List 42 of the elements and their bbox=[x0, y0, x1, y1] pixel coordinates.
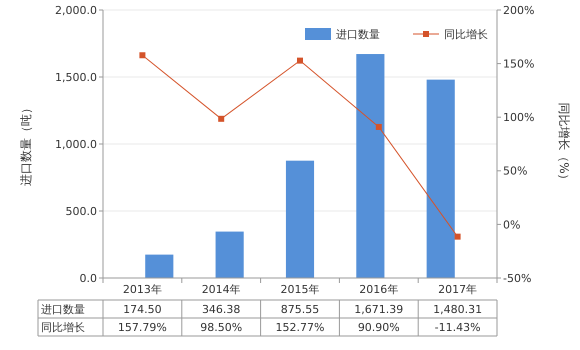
y-tick-label: 500.0 bbox=[66, 204, 97, 218]
data-label: 1,671.39 bbox=[354, 302, 404, 316]
y-tick-label: 0.0 bbox=[80, 272, 97, 285]
bar bbox=[216, 232, 244, 278]
data-label: 174.50 bbox=[123, 302, 162, 316]
x-tick-label: 2014年 bbox=[202, 283, 241, 296]
y2-tick-label: 0% bbox=[503, 218, 520, 232]
legend-label: 同比增长 bbox=[444, 28, 488, 41]
point bbox=[139, 52, 146, 58]
x-tick-label: 2017年 bbox=[438, 283, 478, 296]
point bbox=[218, 116, 224, 122]
y-tick-label: 1,000.0 bbox=[55, 138, 97, 151]
data-label: 346.38 bbox=[202, 302, 240, 316]
text: 同比增长 bbox=[41, 320, 85, 334]
data-label: 152.77% bbox=[276, 320, 324, 334]
y2-tick-label: 50% bbox=[503, 164, 528, 178]
bar bbox=[145, 254, 174, 278]
point bbox=[297, 58, 303, 64]
x-tick-label: 2016年 bbox=[359, 283, 398, 296]
data-label: -11.43% bbox=[434, 320, 481, 334]
y2-tick-label: 100% bbox=[503, 111, 534, 124]
data-label: 90.90% bbox=[358, 320, 400, 334]
y2-tick-label: 200% bbox=[503, 4, 534, 17]
data-label: 157.79% bbox=[118, 320, 167, 334]
data-label: 98.50% bbox=[200, 320, 242, 334]
bar bbox=[356, 54, 384, 278]
y-axis-title: 进口数量（吨） bbox=[19, 102, 33, 186]
bar bbox=[286, 160, 314, 278]
text: 进口数量 bbox=[41, 302, 85, 316]
y-tick-label: 2,000.0 bbox=[55, 4, 97, 17]
data-label: 1,480.31 bbox=[433, 302, 482, 316]
x-tick-label: 2013年 bbox=[122, 283, 162, 296]
point bbox=[376, 124, 382, 130]
point bbox=[454, 234, 461, 240]
bar bbox=[426, 80, 455, 278]
y2-tick-label: 150% bbox=[503, 57, 534, 70]
x-tick-label: 2015年 bbox=[280, 283, 320, 296]
y2-tick-label: -50% bbox=[503, 272, 532, 285]
legend-label: 进口数量 bbox=[336, 28, 380, 41]
y2-axis-title: 同比增长（%） bbox=[557, 102, 571, 186]
data-label: 875.55 bbox=[280, 302, 320, 316]
y-tick-label: 1,500.0 bbox=[55, 70, 97, 84]
